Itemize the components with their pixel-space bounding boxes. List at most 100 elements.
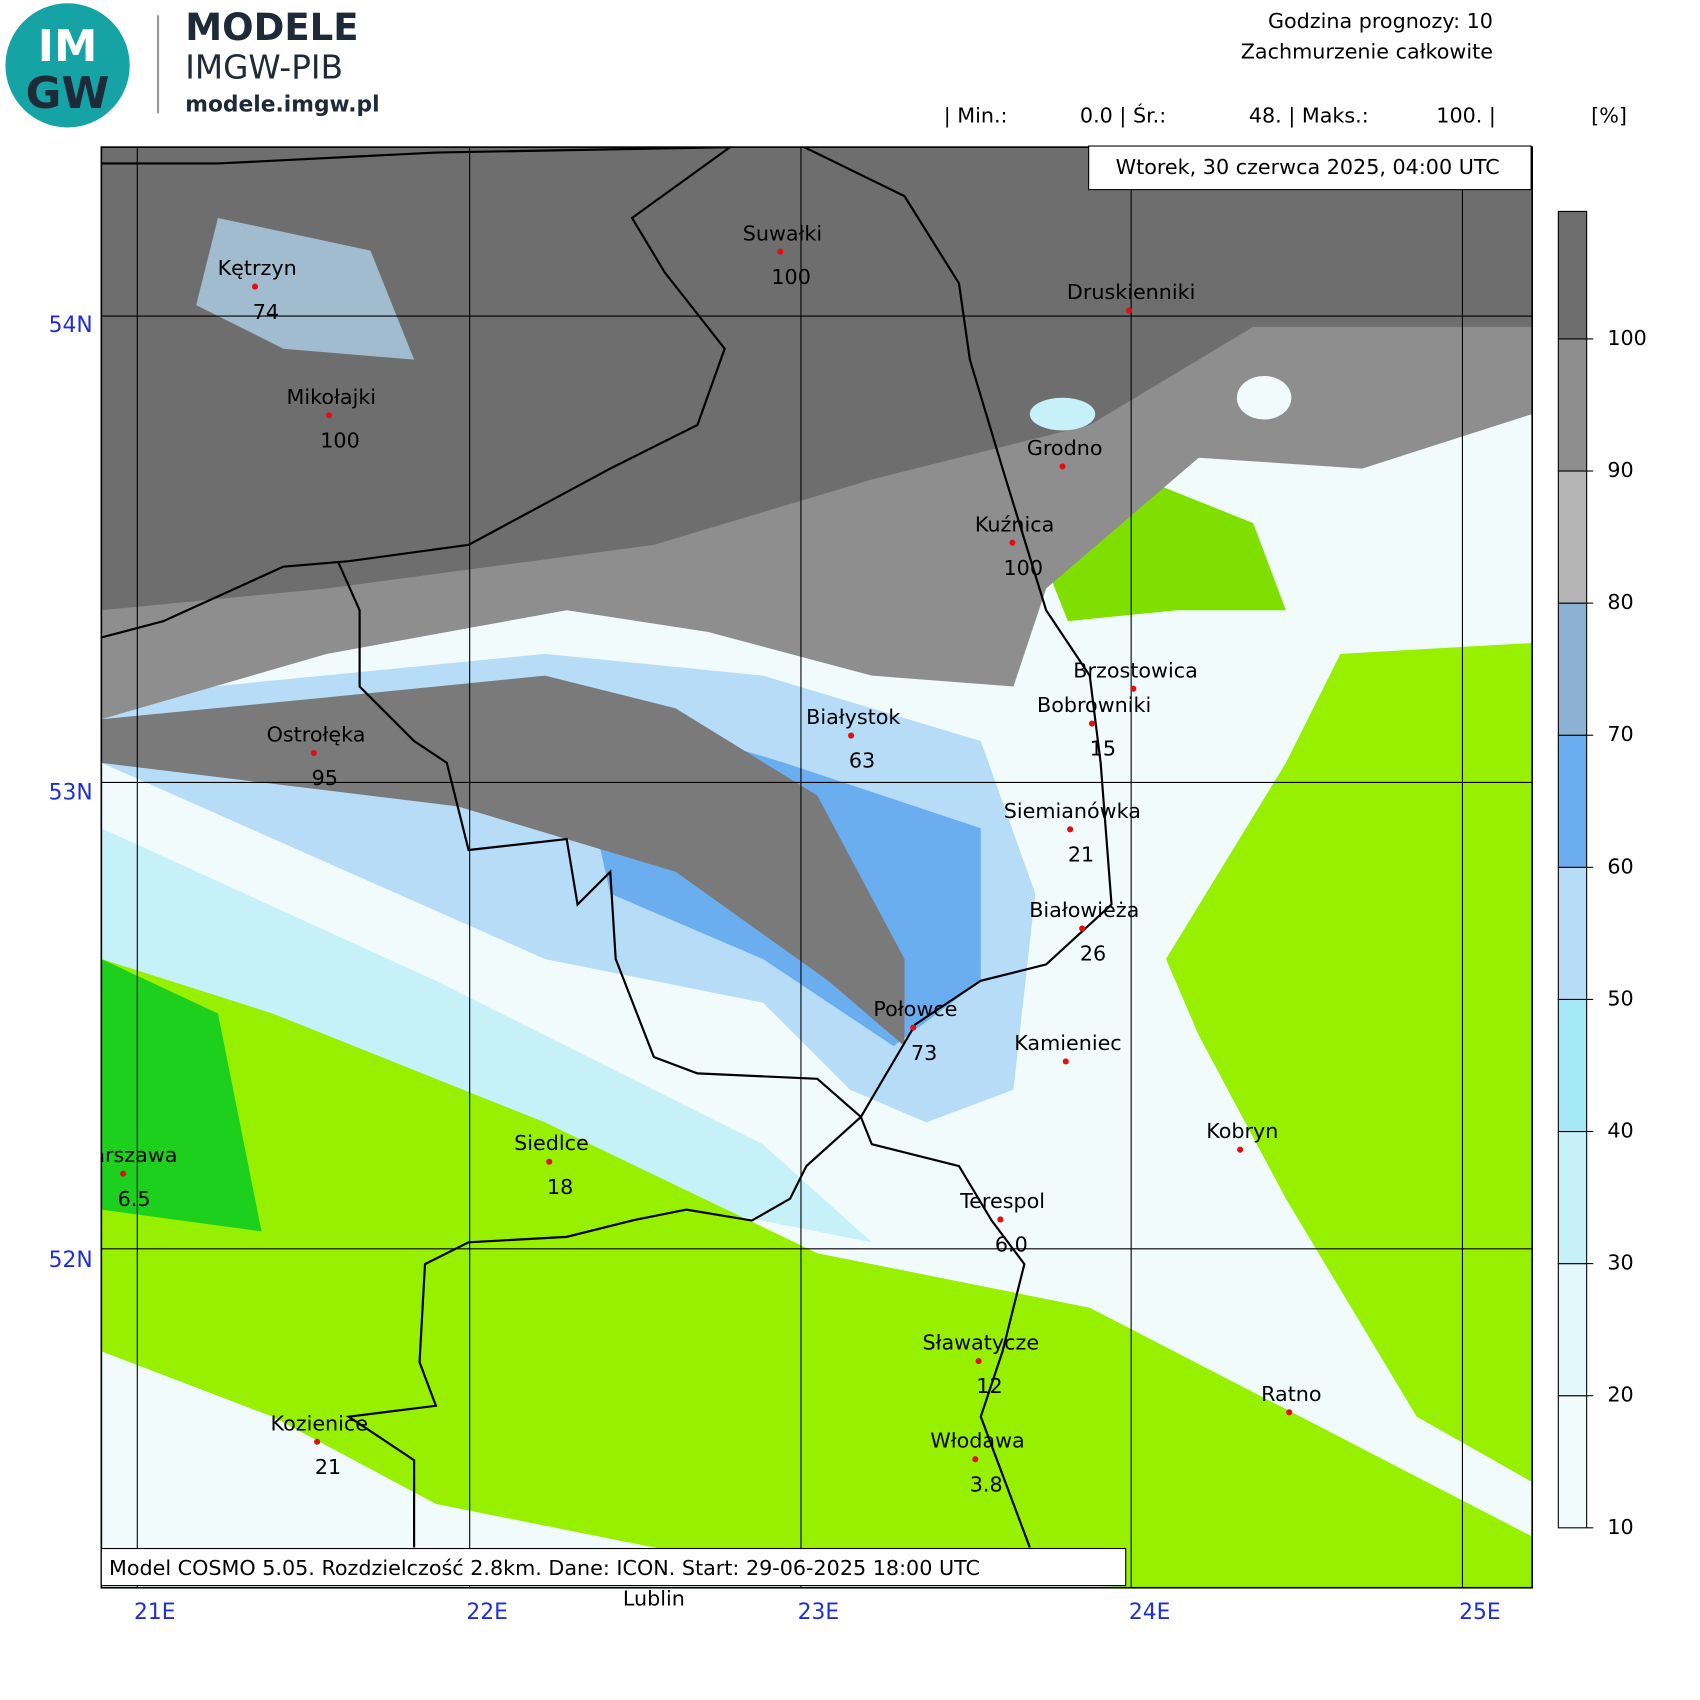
colorbar-segment: [1557, 338, 1588, 472]
place-dot: [975, 1358, 982, 1365]
date-box: [1088, 145, 1532, 191]
field: [101, 958, 1533, 1588]
colorbar-label: 60: [1607, 854, 1633, 878]
place-value: 100: [1004, 556, 1044, 580]
grid: [101, 147, 1533, 1588]
place-name: Kozienice: [271, 1411, 369, 1435]
place-name: Siemianówka: [1004, 799, 1141, 823]
field: [101, 828, 872, 1243]
footer: Model COSMO 5.05. Rozdzielczość 2.8km. D…: [109, 1556, 980, 1580]
unit: [%]: [1591, 104, 1627, 128]
stat: 100. |: [1436, 104, 1496, 129]
place-name: Grodno: [1027, 436, 1103, 460]
place-name: Kamieniec: [1014, 1031, 1121, 1055]
field: [101, 147, 1533, 611]
logo-circle: [5, 3, 130, 128]
colorbar-label: 30: [1607, 1251, 1633, 1275]
date: Wtorek, 30 czerwca 2025, 04:00 UTC: [1116, 155, 1500, 179]
place-name: Połowce: [873, 997, 957, 1021]
border: [345, 147, 1113, 1548]
place-name: Suwałki: [743, 221, 822, 245]
place-dot: [1009, 539, 1016, 546]
place-dot: [910, 1024, 917, 1031]
colorbar-label: 10: [1607, 1515, 1633, 1539]
stat: 48. | Maks.:: [1249, 104, 1369, 129]
place-dot: [251, 283, 259, 290]
lon-label: 21E: [134, 1600, 175, 1625]
place-dot: [326, 412, 333, 419]
place-dot: [310, 749, 317, 757]
axes: 54N 53N 52N 21E 22E 23E 24E 25E: [49, 313, 1501, 1625]
place-name: Sławatycze: [922, 1331, 1039, 1355]
colorbar-label: 70: [1607, 722, 1633, 746]
border: [101, 147, 731, 165]
logo: IM GW MODELE IMGW-PIB modele.imgw.pl: [5, 3, 380, 128]
colorbar: 10 20 30 40 50 60 70 80 90 100: [1557, 210, 1647, 1539]
place-dot: [314, 1438, 321, 1445]
place-dot: [1079, 925, 1086, 932]
colorbar-label: 90: [1607, 458, 1633, 482]
place-name: Bobrowniki: [1037, 693, 1151, 717]
stat: | Min.:: [944, 104, 1008, 129]
place-name: Warszawa: [73, 1143, 177, 1167]
field: [101, 1362, 436, 1588]
lat-label: 54N: [49, 313, 93, 338]
colorbar-label: 100: [1607, 326, 1647, 350]
lon-label: 22E: [466, 1600, 507, 1625]
field: [1236, 375, 1292, 420]
place-name: Mikołajki: [287, 385, 377, 409]
place-value: 26: [1080, 942, 1106, 966]
place-dot: [1130, 685, 1137, 692]
place-name: Białowieża: [1029, 898, 1139, 922]
colorbar-segment: [1557, 998, 1588, 1133]
place-value: 3.8: [970, 1472, 1003, 1496]
place-value: 100: [320, 428, 360, 452]
place-name: Kętrzyn: [218, 256, 297, 280]
field: [1029, 397, 1096, 431]
place-dot: [546, 1158, 553, 1165]
colorbar-label: 50: [1607, 986, 1633, 1010]
stat: 0.0 | Śr.:: [1080, 103, 1166, 129]
lat-label: 53N: [49, 780, 93, 805]
place-name: Włodawa: [930, 1429, 1024, 1453]
colorbar-segment: [1557, 470, 1588, 604]
place-name: Kuźnica: [975, 512, 1054, 536]
map-frame: [100, 146, 1533, 1589]
place-value: 74: [253, 300, 279, 324]
place-value: 100: [771, 265, 811, 289]
place-name: Terespol: [959, 1189, 1045, 1213]
place-name: Ostrołęka: [267, 723, 366, 747]
brand: MODELE: [185, 6, 358, 49]
place-dot: [120, 1170, 127, 1177]
logo-text: IM: [38, 22, 98, 72]
place-name: Białystok: [806, 705, 900, 729]
place-value: 15: [1090, 737, 1116, 761]
place-value: 6.0: [995, 1233, 1028, 1257]
borders: [101, 147, 1113, 1548]
place-name: Kobryn: [1206, 1119, 1278, 1143]
place-value: 95: [312, 766, 338, 790]
border: [101, 147, 731, 639]
footer-box: [100, 1547, 1127, 1587]
colorbar-segment: [1557, 734, 1588, 868]
place-dot: [1088, 720, 1095, 727]
colorbar-segment: [1557, 602, 1588, 736]
place-dot: [1286, 1409, 1293, 1416]
place-name: Brzostowica: [1073, 658, 1197, 682]
place-dot: [972, 1456, 979, 1463]
colorbar-segment: [1557, 866, 1588, 1000]
place-value: 6.5: [118, 1187, 151, 1211]
place-dot: [777, 248, 784, 255]
place-value: 63: [849, 749, 875, 773]
places: Kętrzyn 74 Mikołajki 100 Suwałki 100 Druskienn…: [73, 221, 1321, 1496]
logo-text: GW: [26, 69, 110, 119]
place-dot: [1059, 463, 1066, 470]
place-dot: [848, 732, 855, 739]
forecast-hour: Godzina prognozy: 10: [1268, 9, 1493, 33]
place-value: 21: [1068, 842, 1094, 866]
place-name: Siedlce: [514, 1131, 589, 1155]
colorbar-segment: [1557, 1263, 1588, 1397]
lon-label: 23E: [798, 1600, 839, 1625]
place-name: Ratno: [1261, 1382, 1321, 1406]
